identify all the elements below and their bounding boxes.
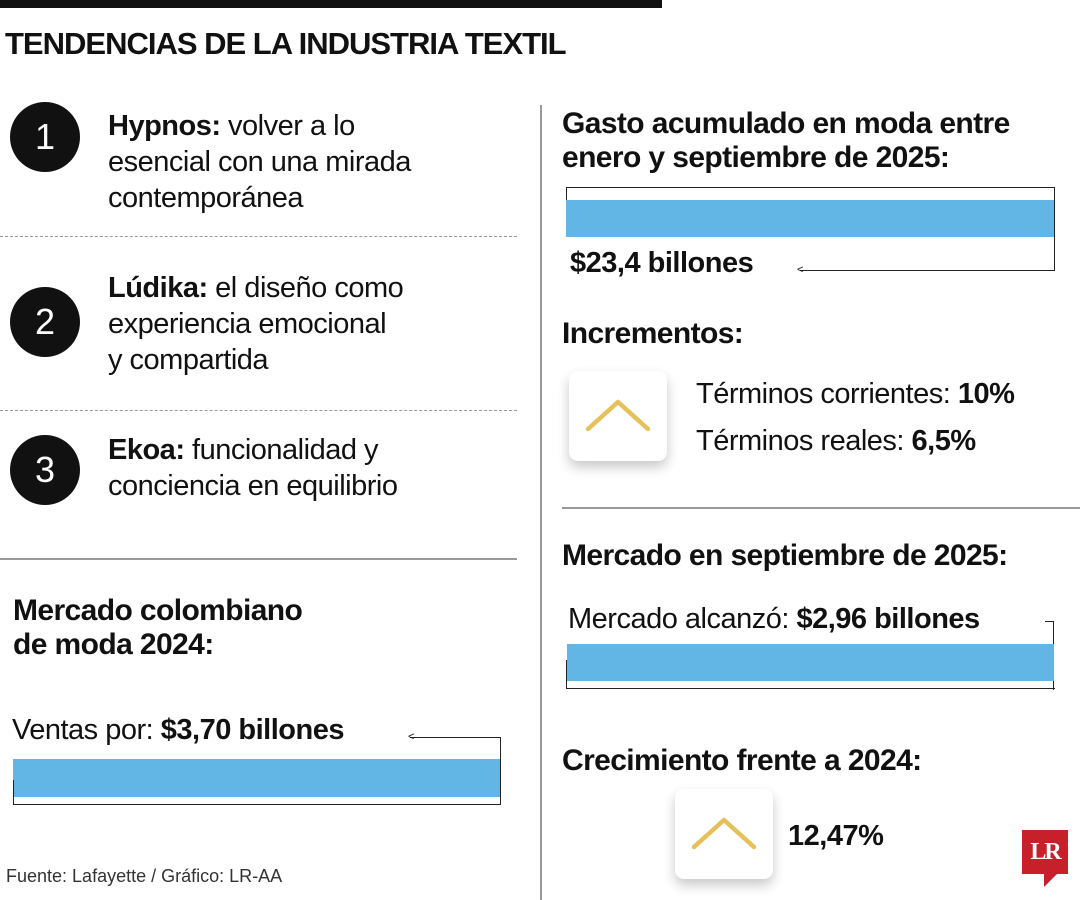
logo-text: LR: [1030, 838, 1061, 865]
divider: [0, 558, 517, 560]
trend-number-badge: 1: [10, 102, 80, 172]
arrow-line: [1045, 621, 1054, 623]
trend-number: 2: [34, 301, 56, 342]
source-note: Fuente: Lafayette / Gráfico: LR-AA: [6, 866, 283, 886]
trend-item-ekoa: Ekoa: funcionalidad y conciencia en equi…: [108, 432, 398, 504]
trend-item-hypnos: Hypnos: volver a lo esencial con una mir…: [108, 108, 411, 216]
bracket-line: [566, 688, 1055, 690]
value-text: 12,47%: [788, 820, 884, 852]
september-label: Mercado alcanzó: $2,96 billones: [568, 603, 980, 636]
trend-text: funcionalidad y: [184, 434, 379, 466]
increments-heading: Incrementos:: [562, 317, 744, 350]
september-heading: Mercado en septiembre de 2025:: [562, 539, 1008, 572]
value-text: 10%: [957, 378, 1015, 410]
label-text: Mercado alcanzó:: [568, 603, 797, 635]
arrow-line: [410, 737, 501, 739]
chevron-up-icon: [691, 817, 757, 850]
label-text: Términos reales:: [696, 425, 912, 457]
label-text: Ventas por:: [12, 714, 161, 746]
increment-current: Términos corrientes: 10%: [696, 378, 1015, 411]
september-bar: [567, 644, 1054, 681]
trend-name: Hypnos:: [108, 110, 221, 142]
bracket-line: [13, 780, 15, 805]
divider: [562, 507, 1080, 509]
trend-text: y compartida: [108, 344, 269, 376]
value-text: $2,96 billones: [796, 603, 980, 635]
trend-text: volver a lo: [220, 110, 355, 142]
trend-number: 3: [34, 449, 56, 490]
growth-icon-box: [675, 789, 773, 879]
market-2024-label: Ventas por: $3,70 billones: [12, 714, 344, 747]
spending-bar: [566, 200, 1054, 237]
trend-item-ludika: Lúdika: el diseño como experiencia emoci…: [108, 270, 404, 378]
arrow-head-icon: <: [408, 731, 415, 743]
increase-icon-box: [569, 371, 667, 461]
lr-logo: LR: [1022, 830, 1068, 874]
market-2024-heading: Mercado colombiano de moda 2024:: [13, 594, 303, 662]
bracket-line: [566, 660, 568, 689]
heading-line: Gasto acumulado en moda entre: [562, 107, 1010, 140]
arrow-line: [800, 270, 1055, 272]
top-rule: [0, 0, 662, 8]
trend-number-badge: 3: [10, 435, 80, 505]
heading-line: enero y septiembre de 2025:: [562, 141, 950, 174]
bracket-line: [566, 187, 1055, 189]
trend-text: experiencia emocional: [108, 308, 387, 340]
chevron-up-icon: [585, 399, 651, 432]
growth-value: 12,47%: [788, 820, 884, 853]
bracket-line: [500, 737, 502, 805]
market-2024-bar: [13, 759, 500, 797]
divider: [0, 236, 517, 237]
trend-name: Lúdika:: [108, 272, 208, 304]
trend-name: Ekoa:: [108, 434, 185, 466]
lr-logo-tail: [1044, 873, 1058, 887]
spending-value: $23,4 billones: [570, 247, 754, 280]
trend-text: el diseño como: [207, 272, 404, 304]
arrow-head-icon: <: [797, 264, 804, 276]
spending-heading: Gasto acumulado en moda entre enero y se…: [562, 107, 1010, 175]
trend-text: contemporánea: [108, 182, 304, 214]
label-text: Términos corrientes:: [696, 378, 958, 410]
trend-text: conciencia en equilibrio: [108, 470, 398, 502]
heading-line: Mercado colombiano: [13, 594, 303, 627]
value-text: 6,5%: [911, 425, 977, 457]
heading-line: de moda 2024:: [13, 628, 214, 661]
page-title: TENDENCIAS DE LA INDUSTRIA TEXTIL: [5, 26, 567, 61]
trend-number: 1: [34, 116, 56, 157]
increment-real: Términos reales: 6,5%: [696, 425, 976, 458]
trend-text: esencial con una mirada: [108, 146, 411, 178]
bracket-line: [1054, 187, 1056, 271]
divider: [0, 410, 517, 411]
value-text: $3,70 billones: [160, 714, 345, 746]
column-divider: [540, 105, 542, 900]
bracket-line: [13, 804, 501, 806]
growth-heading: Crecimiento frente a 2024:: [562, 744, 922, 777]
trend-number-badge: 2: [10, 287, 80, 357]
value-text: $23,4 billones: [570, 247, 754, 279]
